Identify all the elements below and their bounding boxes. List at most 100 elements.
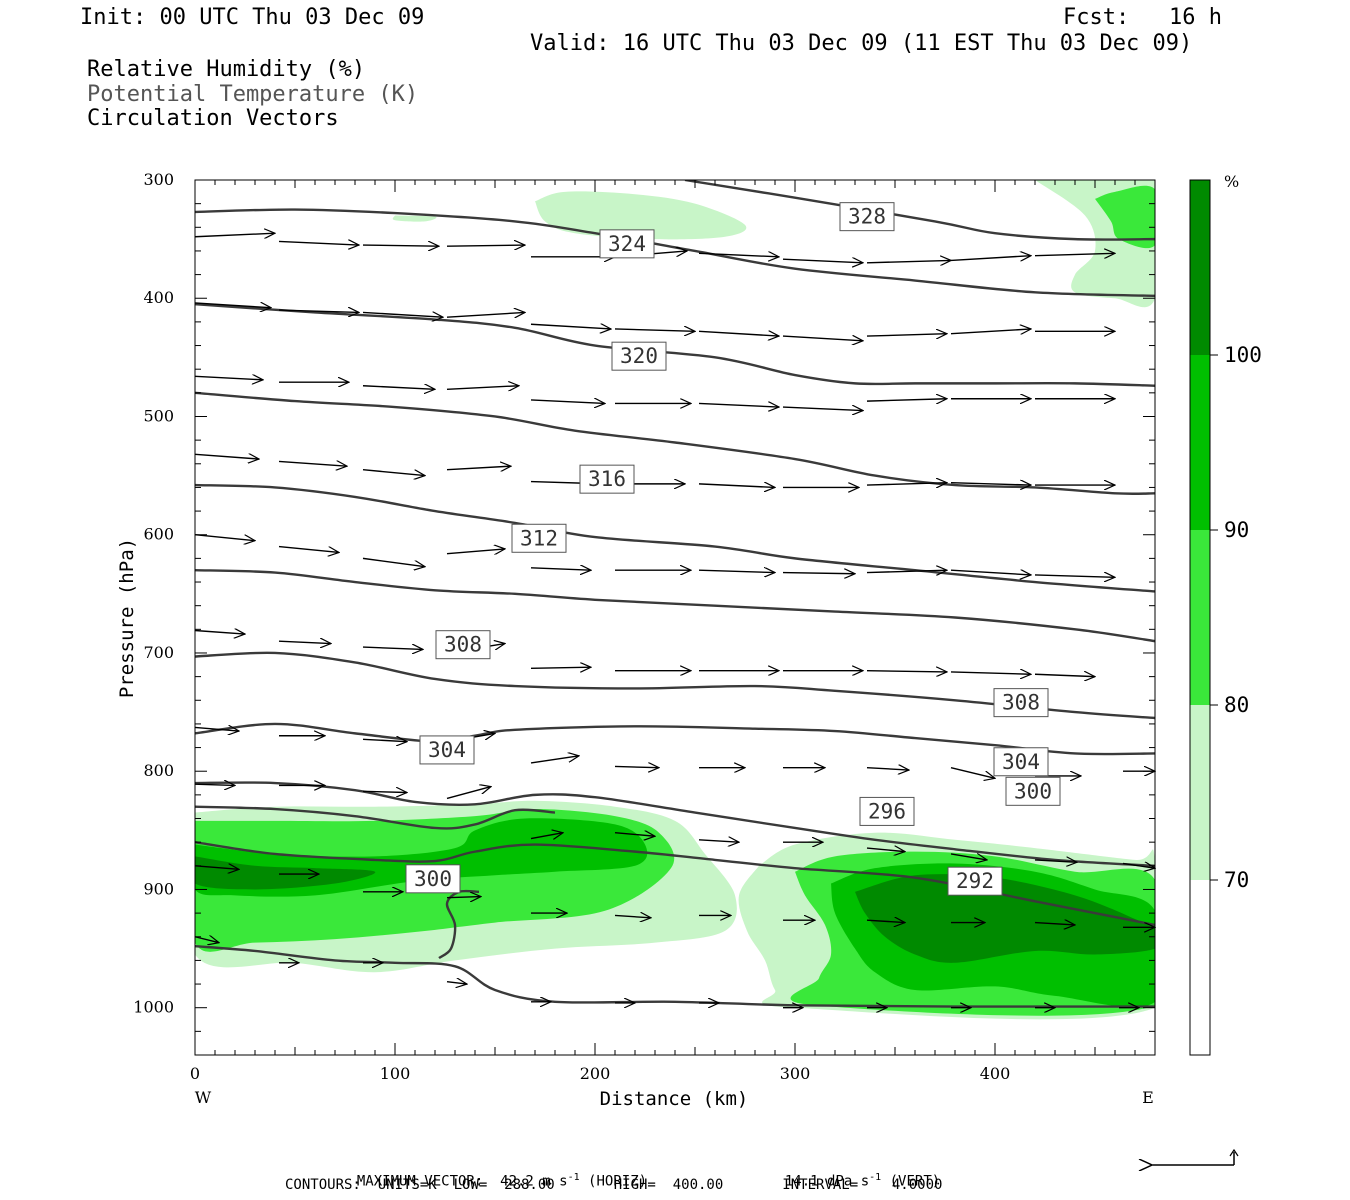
- rh-region-100: [855, 874, 1155, 963]
- circulation-vector: [446, 549, 505, 554]
- x-axis-east-label: E: [1142, 1088, 1154, 1107]
- circulation-vector: [866, 671, 947, 672]
- contour-label: 324: [608, 232, 646, 256]
- contour-label-box: [839, 202, 895, 232]
- circulation-vector: [950, 766, 995, 779]
- contour-label: 316: [588, 467, 626, 491]
- circulation-vector: [362, 557, 425, 566]
- circulation-vector: [446, 897, 481, 898]
- circulation-vector: [866, 768, 909, 770]
- circulation-vector: [194, 866, 239, 870]
- theta-contour-308: [195, 651, 1155, 720]
- circulation-vector: [194, 233, 275, 237]
- circulation-vector: [698, 331, 779, 336]
- contour-label: 304: [1002, 750, 1040, 774]
- max-vector-vert: 14.1 dPa s: [784, 1173, 870, 1190]
- x-tick-label: 100: [380, 1064, 411, 1083]
- circulation-vector: [866, 483, 947, 485]
- rh-region-70: [535, 191, 747, 240]
- circulation-vector: [866, 260, 951, 262]
- colorbar-label: 70: [1224, 868, 1249, 892]
- circulation-vector: [698, 403, 779, 407]
- theta-contour-296: [195, 805, 556, 830]
- circulation-vector: [614, 329, 695, 331]
- colorbar-segment: [1190, 355, 1210, 530]
- circulation-vector: [278, 641, 331, 643]
- circulation-vector: [530, 324, 611, 329]
- theta-contour-312: [195, 569, 1155, 643]
- colorbar-label: 80: [1224, 693, 1249, 717]
- circulation-vector: [698, 570, 775, 572]
- y-tick-label: 700: [143, 643, 174, 662]
- contour-label-box: [435, 630, 491, 660]
- circulation-vector: [194, 534, 255, 541]
- valid-time: Valid: 16 UTC Thu 03 Dec 09 (11 EST Thu …: [530, 31, 1193, 56]
- x-tick-label: 400: [980, 1064, 1011, 1083]
- reference-vector-icon: [1152, 1148, 1239, 1165]
- circulation-vector: [698, 484, 775, 488]
- contour-label: 300: [1014, 779, 1052, 803]
- circulation-vector: [1122, 863, 1155, 868]
- init-time: Init: 00 UTC Thu 03 Dec 09: [80, 5, 425, 30]
- circulation-vector: [530, 667, 591, 668]
- theta-contour-304: [195, 722, 1155, 756]
- contour-label: 312: [520, 526, 558, 550]
- rh-fill-layer: [195, 180, 1155, 1020]
- circulation-vector: [614, 915, 651, 917]
- circulation-vector-layer: [194, 233, 1155, 1007]
- rh-region-70: [392, 215, 437, 222]
- circulation-vector: [446, 982, 467, 984]
- x-axis-west-label: W: [195, 1088, 212, 1107]
- circulation-vector: [446, 312, 525, 317]
- circulation-vector: [362, 468, 425, 476]
- max-vector-horiz-exponent: -1: [567, 1172, 580, 1183]
- y-tick-label: 400: [143, 288, 174, 307]
- circulation-vector: [950, 570, 1031, 575]
- colorbar-label: 100: [1224, 343, 1262, 367]
- contour-label-box: [611, 341, 667, 371]
- y-tick-label: 1000: [133, 998, 174, 1017]
- theta-contour-320: [195, 391, 1155, 495]
- field-rh: Relative Humidity (%): [87, 57, 366, 82]
- contour-label-layer: 328 324 320 316 312 308 308 304 304 300 300 296 292: [405, 202, 1061, 896]
- circulation-vector: [866, 848, 905, 852]
- y-tick-label: 300: [143, 170, 174, 189]
- contour-label-box: [405, 864, 461, 894]
- theta-contour-300: [195, 781, 1155, 868]
- theta-contour-layer: [195, 180, 1155, 1008]
- y-tick-label: 800: [143, 761, 174, 780]
- colorbar-unit: %: [1224, 172, 1239, 191]
- x-tick-label: 0: [190, 1064, 200, 1083]
- contour-label: 292: [956, 869, 994, 893]
- circulation-vector: [950, 854, 987, 860]
- circulation-vector: [362, 386, 435, 390]
- circulation-vector: [194, 631, 245, 635]
- circulation-vector: [446, 245, 525, 246]
- colorbar-frame: [1189, 179, 1211, 1056]
- circulation-vector: [866, 920, 905, 922]
- circulation-vector: [194, 727, 239, 731]
- colorbar-segment: [1190, 180, 1210, 355]
- contour-label: 300: [414, 867, 452, 891]
- y-axis-label: Pressure (hPa): [116, 538, 138, 698]
- contour-label-box: [419, 735, 475, 765]
- circulation-vector: [614, 766, 659, 767]
- circulation-vector: [446, 466, 511, 470]
- colorbar-label: 90: [1224, 518, 1249, 542]
- circulation-vector: [362, 312, 443, 317]
- circulation-vector: [194, 784, 235, 785]
- circulation-vector: [194, 376, 263, 380]
- circulation-vector: [362, 739, 407, 741]
- contour-label-box: [599, 229, 655, 259]
- max-vector-vert-exponent: -1: [869, 1172, 882, 1183]
- circulation-vector: [1034, 674, 1095, 676]
- circulation-vector: [950, 256, 1031, 261]
- contour-label-box: [859, 796, 915, 826]
- theta-contour-288: [438, 889, 480, 960]
- circulation-vector: [698, 253, 779, 257]
- circulation-vector: [362, 791, 407, 792]
- y-tick-label: 900: [143, 879, 174, 898]
- x-tick-label: 200: [580, 1064, 611, 1083]
- forecast-hour: Fcst: 16 h: [1063, 5, 1222, 30]
